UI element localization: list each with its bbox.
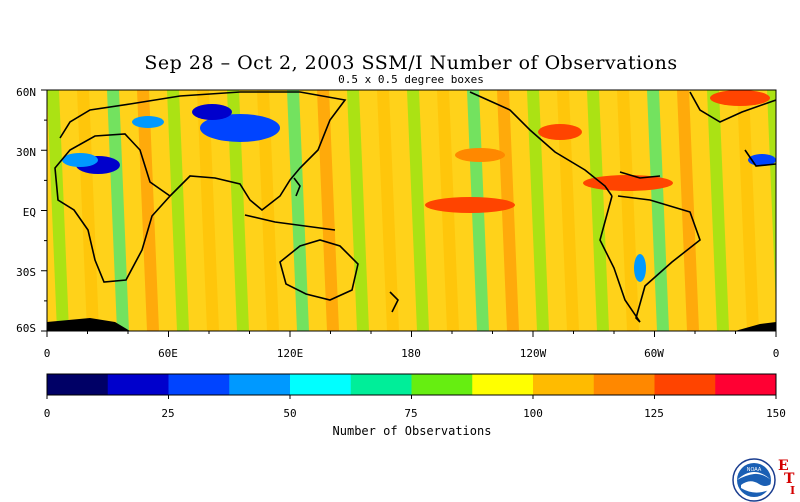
map-subtitle: 0.5 x 0.5 degree boxes — [338, 73, 484, 86]
philippines-coast — [293, 177, 301, 197]
colorbar-box — [350, 374, 412, 395]
swath-band — [137, 90, 159, 331]
swath-band — [587, 90, 609, 331]
north-america-coast — [469, 91, 613, 197]
lon-label-120w: 120W — [519, 347, 547, 360]
eurasia-coast — [59, 91, 347, 212]
colorbar-label-50: 50 — [283, 407, 297, 420]
indonesia-coast — [244, 214, 336, 231]
lon-label-180: 180 — [401, 347, 421, 360]
swath-band — [257, 90, 279, 331]
lat-label-30s: 30S — [16, 266, 36, 279]
antarctica-shape — [47, 318, 130, 331]
swath-band — [737, 90, 759, 331]
lon-label-60e: 60E — [158, 347, 178, 360]
lat-label-eq: EQ — [22, 206, 36, 219]
south-america-west-coast — [599, 195, 641, 323]
latitude-ticks — [41, 89, 47, 332]
lat-label-60n: 60N — [16, 86, 36, 99]
noaa-logo: NOAA — [732, 458, 776, 502]
colorbar-box — [715, 374, 777, 395]
lon-label-60w: 60W — [644, 347, 664, 360]
swath-band — [527, 90, 549, 331]
caribbean-coast — [619, 171, 661, 179]
colorbar-box — [654, 374, 716, 395]
svg-text:NOAA: NOAA — [747, 467, 762, 473]
colorbar-label-150: 150 — [766, 407, 786, 420]
swath-band — [617, 90, 639, 331]
europe-west-coast — [744, 149, 776, 167]
swath-band — [197, 90, 219, 331]
eti-letter-e: E — [778, 458, 789, 474]
colorbar-label-125: 125 — [644, 407, 664, 420]
swath-band — [77, 90, 99, 331]
swath-band — [227, 90, 249, 331]
low-count-patches — [62, 104, 776, 282]
swath-band — [407, 90, 429, 331]
colorbar — [46, 373, 777, 399]
australia-coast — [279, 239, 359, 301]
south-america-coast — [617, 195, 701, 323]
colorbar-label-100: 100 — [523, 407, 543, 420]
map-title: Sep 28 – Oct 2, 2003 SSM/I Number of Obs… — [144, 52, 678, 74]
colorbar-label-0: 0 — [43, 407, 51, 420]
colorbar-box — [168, 374, 230, 395]
swath-band — [107, 90, 129, 331]
swath-band — [677, 90, 699, 331]
coastlines — [54, 91, 776, 323]
colorbar-box — [290, 374, 352, 395]
swath-band — [47, 90, 69, 331]
colorbar-box — [472, 374, 534, 395]
colorbar-label-75: 75 — [404, 407, 418, 420]
observation-swaths — [0, 90, 776, 331]
colorbar-box — [593, 374, 655, 395]
swath-band — [317, 90, 339, 331]
swath-band — [377, 90, 399, 331]
new-zealand-coast — [389, 291, 399, 313]
swath-band — [167, 90, 189, 331]
colorbar-label-25: 25 — [161, 407, 175, 420]
lon-label-0-end: 0 — [772, 347, 780, 360]
lat-label-30n: 30N — [16, 146, 36, 159]
longitude-ticks — [46, 331, 777, 337]
swath-band — [0, 90, 9, 331]
lon-label-0: 0 — [43, 347, 51, 360]
swath-band — [287, 90, 309, 331]
swath-band — [497, 90, 519, 331]
high-count-patches — [425, 90, 770, 213]
colorbar-box — [47, 374, 109, 395]
colorbar-box — [411, 374, 473, 395]
swath-band — [347, 90, 369, 331]
colorbar-box — [107, 374, 169, 395]
africa-coast — [54, 133, 172, 283]
lon-label-120e: 120E — [276, 347, 304, 360]
swath-band — [557, 90, 579, 331]
swath-band — [647, 90, 669, 331]
greenland-coast — [689, 91, 776, 123]
swath-band — [707, 90, 729, 331]
swath-band — [767, 90, 776, 307]
eti-letter-i: I — [790, 484, 796, 497]
eti-letter-t: T — [784, 471, 795, 487]
colorbar-title: Number of Observations — [332, 424, 492, 438]
colorbar-box — [229, 374, 291, 395]
lat-label-60s: 60S — [16, 322, 36, 335]
colorbar-box — [533, 374, 595, 395]
